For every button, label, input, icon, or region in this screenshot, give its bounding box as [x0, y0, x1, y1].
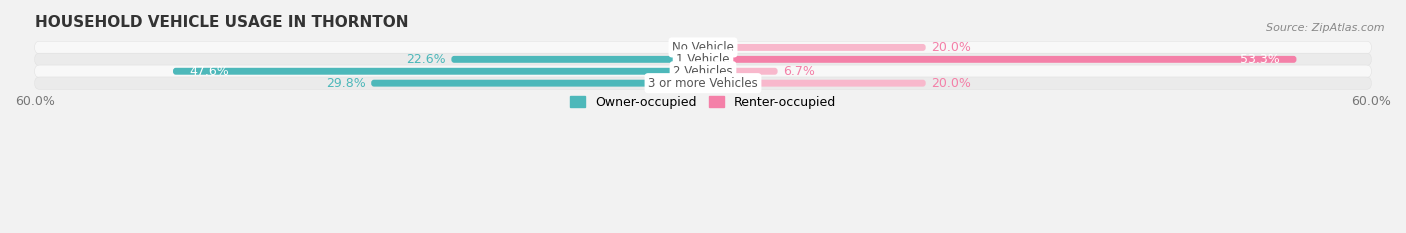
Text: 53.3%: 53.3%: [1240, 53, 1279, 66]
FancyBboxPatch shape: [703, 56, 1296, 63]
Text: 2 Vehicles: 2 Vehicles: [673, 65, 733, 78]
FancyBboxPatch shape: [35, 65, 1371, 77]
Text: No Vehicle: No Vehicle: [672, 41, 734, 54]
Text: HOUSEHOLD VEHICLE USAGE IN THORNTON: HOUSEHOLD VEHICLE USAGE IN THORNTON: [35, 15, 408, 30]
Text: 3 or more Vehicles: 3 or more Vehicles: [648, 77, 758, 90]
FancyBboxPatch shape: [703, 44, 925, 51]
Text: 20.0%: 20.0%: [931, 77, 972, 90]
Text: 6.7%: 6.7%: [783, 65, 815, 78]
FancyBboxPatch shape: [703, 80, 925, 87]
FancyBboxPatch shape: [35, 77, 1371, 89]
FancyBboxPatch shape: [35, 41, 1371, 54]
FancyBboxPatch shape: [173, 68, 703, 75]
Text: 29.8%: 29.8%: [326, 77, 366, 90]
FancyBboxPatch shape: [451, 56, 703, 63]
FancyBboxPatch shape: [371, 80, 703, 87]
FancyBboxPatch shape: [35, 53, 1371, 65]
Text: 1 Vehicle: 1 Vehicle: [676, 53, 730, 66]
Text: 0.0%: 0.0%: [668, 41, 700, 54]
Text: 47.6%: 47.6%: [190, 65, 229, 78]
Legend: Owner-occupied, Renter-occupied: Owner-occupied, Renter-occupied: [565, 91, 841, 114]
Text: 20.0%: 20.0%: [931, 41, 972, 54]
Text: Source: ZipAtlas.com: Source: ZipAtlas.com: [1267, 23, 1385, 33]
FancyBboxPatch shape: [703, 68, 778, 75]
Text: 22.6%: 22.6%: [406, 53, 446, 66]
